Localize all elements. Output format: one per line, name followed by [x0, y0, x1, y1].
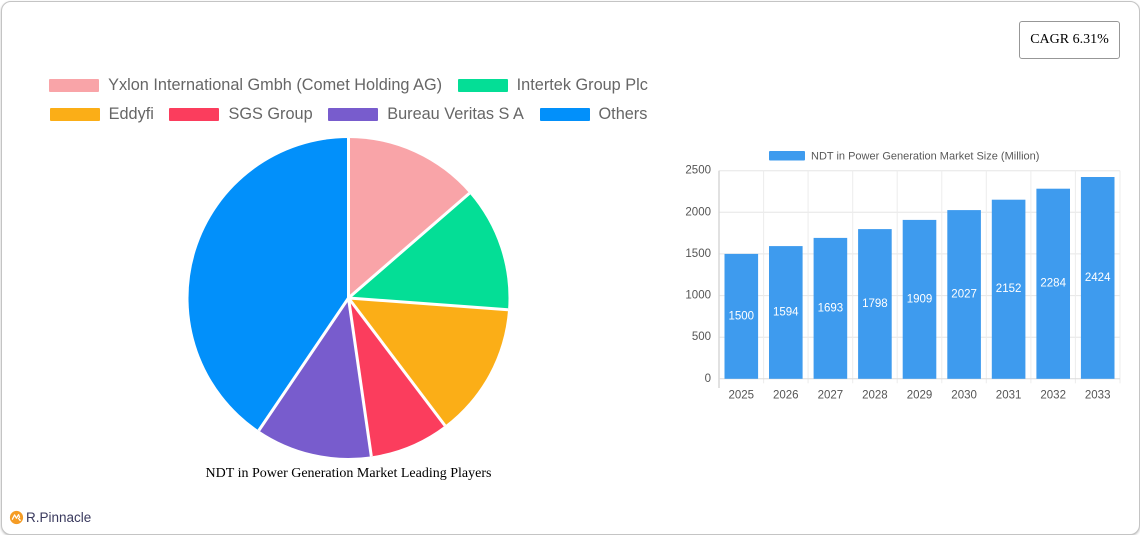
svg-text:2284: 2284: [1040, 278, 1066, 290]
svg-text:2152: 2152: [996, 283, 1022, 295]
svg-text:1500: 1500: [685, 248, 711, 260]
svg-text:2030: 2030: [951, 390, 977, 402]
svg-text:1798: 1798: [862, 298, 888, 310]
svg-text:1594: 1594: [773, 307, 799, 319]
svg-text:1693: 1693: [818, 302, 844, 314]
svg-text:2500: 2500: [685, 165, 711, 177]
svg-text:500: 500: [692, 331, 711, 343]
svg-text:2027: 2027: [818, 390, 844, 402]
svg-text:2424: 2424: [1085, 272, 1111, 284]
svg-text:2026: 2026: [773, 390, 799, 402]
svg-text:2033: 2033: [1085, 390, 1111, 402]
svg-text:0: 0: [705, 373, 711, 385]
svg-text:2028: 2028: [862, 390, 888, 402]
svg-text:1000: 1000: [685, 290, 711, 302]
svg-text:1500: 1500: [729, 310, 755, 322]
svg-text:2032: 2032: [1040, 390, 1066, 402]
svg-text:2000: 2000: [685, 206, 711, 218]
svg-text:2025: 2025: [729, 390, 755, 402]
svg-text:2029: 2029: [907, 390, 933, 402]
svg-text:NDT in Power Generation Market: NDT in Power Generation Market Size (Mil…: [811, 150, 1039, 162]
svg-text:2031: 2031: [996, 390, 1022, 402]
svg-text:2027: 2027: [951, 288, 977, 300]
svg-text:1909: 1909: [907, 293, 933, 305]
